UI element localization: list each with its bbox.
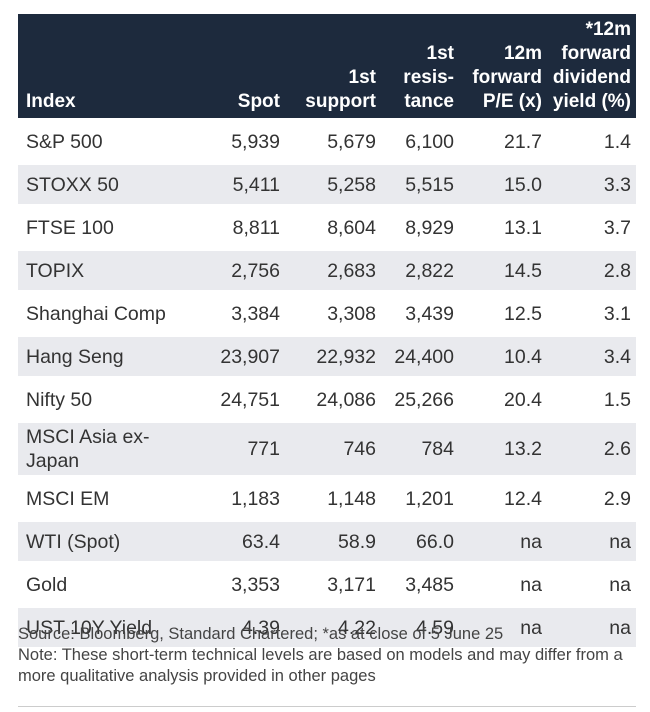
value-cell: 3,308 xyxy=(285,290,381,335)
value-cell: 58.9 xyxy=(285,518,381,563)
value-cell: 24,751 xyxy=(205,376,285,421)
value-cell: 771 xyxy=(205,419,285,477)
index-name-cell: S&P 500 xyxy=(18,118,205,163)
value-cell: 24,086 xyxy=(285,376,381,421)
index-name-cell: MSCI EM xyxy=(18,475,205,520)
table-row: MSCI EM 1,183 1,148 1,201 12.4 2.9 xyxy=(18,475,636,520)
value-cell: 10.4 xyxy=(459,333,547,378)
bottom-divider xyxy=(18,706,636,707)
value-cell: 4.59 xyxy=(381,604,459,647)
value-cell: 746 xyxy=(285,419,381,477)
header-forward-pe: 12m forward P/E (x) xyxy=(459,14,547,120)
value-cell: 3.7 xyxy=(547,204,636,249)
disclaimer-note: Note: These short-term technical levels … xyxy=(18,646,623,685)
value-cell: 3.1 xyxy=(547,290,636,335)
value-cell: na xyxy=(459,604,547,647)
value-cell: 12.4 xyxy=(459,475,547,520)
value-cell: 8,929 xyxy=(381,204,459,249)
index-name-cell: STOXX 50 xyxy=(18,161,205,206)
value-cell: 6,100 xyxy=(381,118,459,163)
source-note: Source: Bloomberg, Standard Chartered; *… xyxy=(18,625,504,643)
technical-levels-table: Index Spot 1st support 1st resis-tance 12m… xyxy=(18,14,636,647)
value-cell: 13.2 xyxy=(459,419,547,477)
value-cell: 4.39 xyxy=(205,604,285,647)
value-cell: 1,201 xyxy=(381,475,459,520)
value-cell: 3.4 xyxy=(547,333,636,378)
value-cell: 20.4 xyxy=(459,376,547,421)
table-row: TOPIX 2,756 2,683 2,822 14.5 2.8 xyxy=(18,247,636,292)
value-cell: na xyxy=(547,561,636,606)
value-cell: 22,932 xyxy=(285,333,381,378)
index-name-cell: Gold xyxy=(18,561,205,606)
value-cell: 2.9 xyxy=(547,475,636,520)
value-cell: 8,811 xyxy=(205,204,285,249)
value-cell: 21.7 xyxy=(459,118,547,163)
footnotes: Source: Bloomberg, Standard Chartered; *… xyxy=(18,624,633,687)
value-cell: 4.22 xyxy=(285,604,381,647)
value-cell: 2.8 xyxy=(547,247,636,292)
value-cell: na xyxy=(547,604,636,647)
value-cell: 66.0 xyxy=(381,518,459,563)
value-cell: 5,939 xyxy=(205,118,285,163)
table-row: Nifty 50 24,751 24,086 25,266 20.4 1.5 xyxy=(18,376,636,421)
value-cell: 784 xyxy=(381,419,459,477)
value-cell: 2,756 xyxy=(205,247,285,292)
value-cell: 3,171 xyxy=(285,561,381,606)
table-row: Hang Seng 23,907 22,932 24,400 10.4 3.4 xyxy=(18,333,636,378)
value-cell: 13.1 xyxy=(459,204,547,249)
index-name-cell: Shanghai Comp xyxy=(18,290,205,335)
value-cell: 5,679 xyxy=(285,118,381,163)
value-cell: 5,258 xyxy=(285,161,381,206)
table-row: Gold 3,353 3,171 3,485 na na xyxy=(18,561,636,606)
value-cell: 1.4 xyxy=(547,118,636,163)
value-cell: na xyxy=(547,518,636,563)
value-cell: 12.5 xyxy=(459,290,547,335)
value-cell: 2,683 xyxy=(285,247,381,292)
table-row: WTI (Spot) 63.4 58.9 66.0 na na xyxy=(18,518,636,563)
table-header-row: Index Spot 1st support 1st resis-tance 12m… xyxy=(18,14,636,120)
value-cell: 8,604 xyxy=(285,204,381,249)
value-cell: 23,907 xyxy=(205,333,285,378)
value-cell: 14.5 xyxy=(459,247,547,292)
table-row: MSCI Asia ex- Japan 771 746 784 13.2 2.6 xyxy=(18,419,636,477)
header-first-resistance: 1st resis-tance xyxy=(381,14,459,120)
value-cell: 3.3 xyxy=(547,161,636,206)
value-cell: 1,183 xyxy=(205,475,285,520)
index-name-cell: Nifty 50 xyxy=(18,376,205,421)
header-first-support: 1st support xyxy=(285,14,381,120)
value-cell: 3,353 xyxy=(205,561,285,606)
header-index: Index xyxy=(18,14,205,120)
header-dividend-yield: *12m forward dividend yield (%) xyxy=(547,14,636,120)
value-cell: 24,400 xyxy=(381,333,459,378)
value-cell: 5,411 xyxy=(205,161,285,206)
value-cell: na xyxy=(459,561,547,606)
table-row: Shanghai Comp 3,384 3,308 3,439 12.5 3.1 xyxy=(18,290,636,335)
index-name-cell: FTSE 100 xyxy=(18,204,205,249)
table-row: STOXX 50 5,411 5,258 5,515 15.0 3.3 xyxy=(18,161,636,206)
header-spot: Spot xyxy=(205,14,285,120)
table-row: UST 10Y Yield 4.39 4.22 4.59 na na xyxy=(18,604,636,647)
table-row: S&P 500 5,939 5,679 6,100 21.7 1.4 xyxy=(18,118,636,163)
index-name-cell: WTI (Spot) xyxy=(18,518,205,563)
value-cell: 63.4 xyxy=(205,518,285,563)
value-cell: 3,384 xyxy=(205,290,285,335)
index-name-cell: UST 10Y Yield xyxy=(18,604,205,647)
value-cell: 5,515 xyxy=(381,161,459,206)
value-cell: 15.0 xyxy=(459,161,547,206)
index-name-cell: TOPIX xyxy=(18,247,205,292)
value-cell: na xyxy=(459,518,547,563)
value-cell: 2.6 xyxy=(547,419,636,477)
value-cell: 2,822 xyxy=(381,247,459,292)
value-cell: 3,485 xyxy=(381,561,459,606)
value-cell: 1.5 xyxy=(547,376,636,421)
value-cell: 25,266 xyxy=(381,376,459,421)
value-cell: 1,148 xyxy=(285,475,381,520)
table-body: S&P 500 5,939 5,679 6,100 21.7 1.4 STOXX 50 5,4… xyxy=(18,118,636,647)
value-cell: 3,439 xyxy=(381,290,459,335)
index-name-cell: Hang Seng xyxy=(18,333,205,378)
table-row: FTSE 100 8,811 8,604 8,929 13.1 3.7 xyxy=(18,204,636,249)
index-name-cell: MSCI Asia ex- Japan xyxy=(18,419,205,477)
